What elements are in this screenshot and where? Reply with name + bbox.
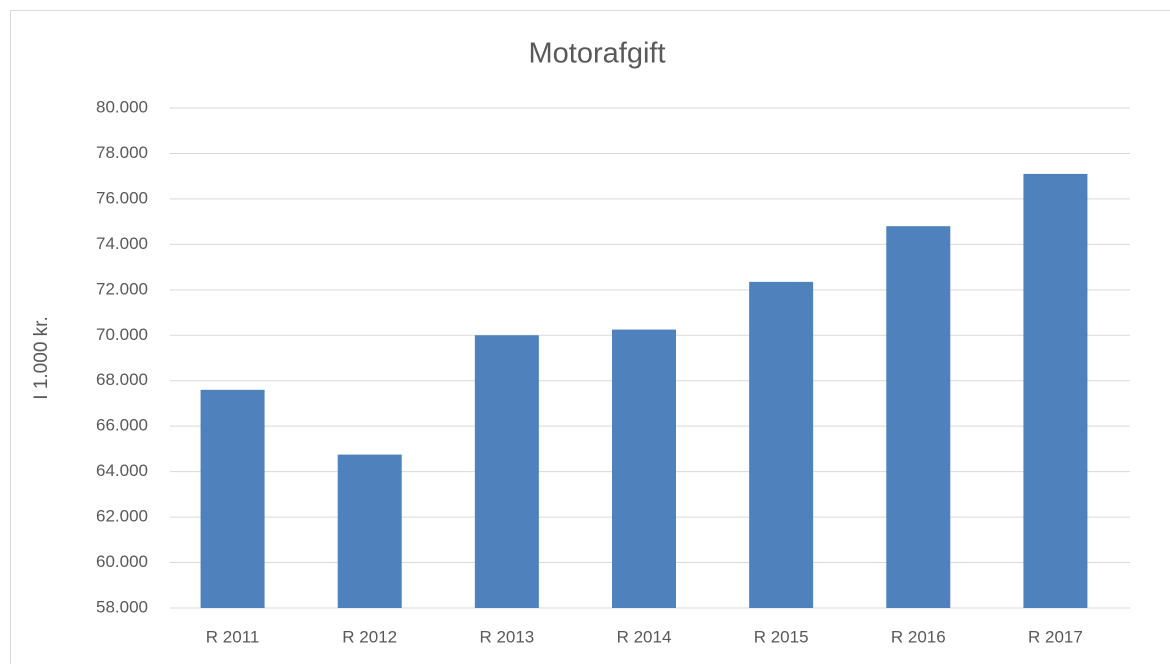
y-tick-label: 66.000: [96, 416, 148, 435]
y-tick-label: 68.000: [96, 370, 148, 389]
y-tick-label: 74.000: [96, 234, 148, 253]
y-tick-label: 80.000: [96, 97, 148, 116]
x-tick-label: R 2012: [342, 627, 397, 646]
y-tick-label: 64.000: [96, 461, 148, 480]
chart-title: Motorafgift: [529, 38, 666, 70]
bar: [200, 389, 265, 608]
bar: [1023, 173, 1088, 608]
y-axis-label: I 1.000 kr.: [31, 316, 52, 399]
x-tick-label: R 2016: [891, 627, 946, 646]
y-tick-label: 76.000: [96, 188, 148, 207]
bar: [612, 329, 676, 608]
chart-border: [10, 10, 1170, 664]
y-tick-label: 72.000: [96, 279, 148, 298]
y-tick-label: 78.000: [96, 143, 148, 162]
x-tick-label: R 2015: [754, 627, 809, 646]
x-tick-label: R 2013: [479, 627, 534, 646]
bar: [749, 281, 814, 608]
y-tick-label: 60.000: [96, 552, 148, 571]
y-tick-label: 58.000: [96, 597, 148, 616]
bar: [474, 335, 539, 608]
x-tick-label: R 2014: [617, 627, 672, 646]
bar: [337, 454, 402, 608]
bar: [886, 226, 951, 608]
y-tick-label: 70.000: [96, 325, 148, 344]
y-tick-label: 62.000: [96, 507, 148, 526]
x-tick-label: R 2011: [206, 627, 260, 646]
x-tick-label: R 2017: [1028, 627, 1083, 646]
